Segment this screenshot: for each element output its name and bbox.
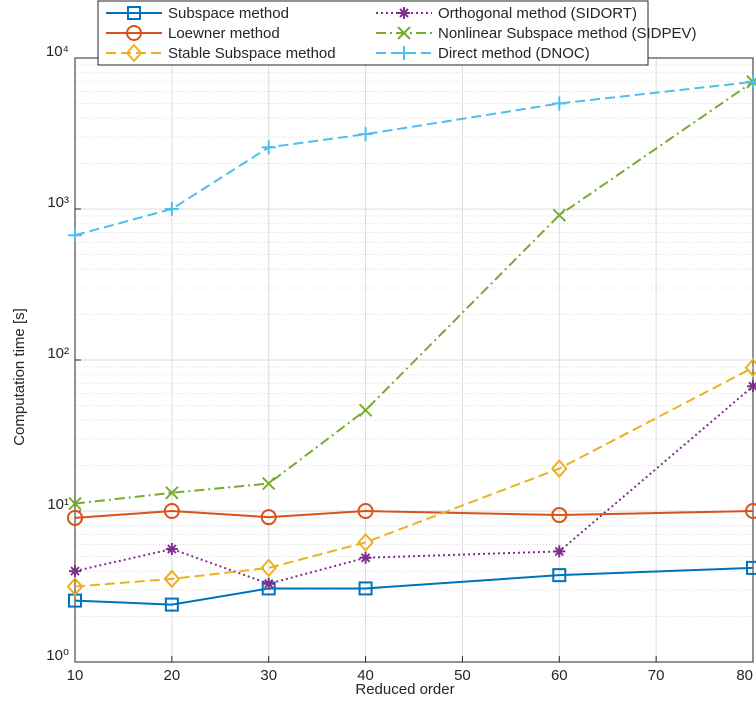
legend-marker — [397, 26, 411, 40]
legend-label: Stable Subspace method — [168, 45, 336, 62]
series-line — [74, 509, 754, 519]
legend-label: Nonlinear Subspace method (SIDPEV) — [438, 25, 696, 42]
marker — [164, 597, 179, 612]
y-tick-label: 10⁴ — [46, 43, 69, 60]
marker — [550, 459, 568, 479]
marker — [552, 96, 567, 111]
marker — [358, 403, 373, 417]
marker — [164, 202, 179, 216]
y-tick-label: 10³ — [47, 194, 69, 211]
legend-label: Loewner method — [168, 25, 280, 42]
marker — [66, 577, 84, 597]
marker — [744, 358, 756, 378]
x-tick-label: 30 — [260, 667, 277, 684]
marker — [359, 551, 372, 564]
marker — [165, 543, 178, 556]
y-tick-label: 10² — [47, 345, 69, 362]
series-line — [74, 81, 754, 505]
marker — [68, 228, 82, 243]
y-tick-label: 10⁰ — [46, 647, 69, 664]
x-tick-label: 70 — [648, 667, 665, 684]
marker — [67, 509, 83, 526]
legend-marker — [397, 46, 411, 60]
marker — [745, 503, 756, 519]
legend-box — [97, 0, 649, 66]
x-tick-label: 40 — [357, 667, 374, 684]
marker — [552, 208, 566, 222]
y-tick-label: 10¹ — [47, 496, 69, 513]
series-line — [74, 366, 754, 588]
legend-marker — [125, 43, 143, 63]
marker — [358, 581, 373, 596]
legend-marker — [126, 25, 142, 41]
marker — [553, 545, 566, 558]
marker — [163, 569, 181, 589]
x-tick-label: 80 — [736, 667, 753, 684]
marker — [69, 565, 81, 578]
marker — [262, 577, 275, 590]
marker — [262, 476, 276, 491]
x-axis-label: Reduced order — [355, 681, 454, 698]
series-line — [74, 80, 754, 237]
marker — [260, 558, 278, 578]
marker — [746, 560, 756, 575]
marker — [746, 74, 756, 89]
series-line — [74, 566, 754, 606]
y-axis-label: Computation time [s] — [11, 308, 28, 446]
legend-label: Direct method (DNOC) — [438, 45, 590, 62]
legend-marker — [127, 6, 141, 20]
marker — [260, 509, 277, 526]
marker — [68, 496, 82, 511]
x-tick-label: 20 — [164, 667, 181, 684]
marker — [552, 568, 567, 583]
marker — [357, 532, 374, 552]
marker — [551, 507, 568, 524]
x-tick-label: 50 — [454, 667, 471, 684]
marker — [261, 140, 276, 155]
legend-label: Orthogonal method (SIDORT) — [438, 5, 637, 22]
x-tick-label: 60 — [551, 667, 568, 684]
legend-marker — [398, 7, 410, 19]
marker — [165, 486, 179, 500]
series-line — [74, 385, 754, 585]
marker — [357, 503, 374, 519]
x-tick-label: 10 — [67, 667, 84, 684]
legend-label: Subspace method — [168, 5, 289, 22]
marker — [358, 127, 373, 142]
marker — [163, 503, 180, 519]
marker — [747, 380, 756, 393]
